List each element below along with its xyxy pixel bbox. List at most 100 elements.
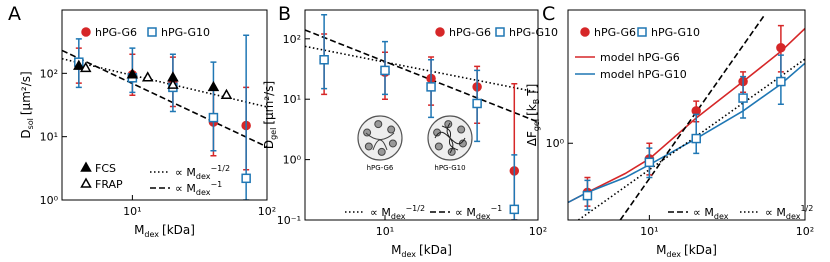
y-tick-label: 10⁰ [546, 137, 565, 150]
x-axis-label-part: M [391, 243, 401, 257]
point [208, 112, 219, 123]
x-axis-label-part: dex [401, 250, 416, 259]
legend-label-part: ∝ M [175, 166, 196, 179]
legend-label: model hPG-G10 [600, 68, 687, 81]
inset-strand [434, 122, 466, 154]
x-tick-label: 10² [796, 225, 814, 238]
inset-node [434, 142, 443, 151]
legend-label: hPG-G10 [651, 26, 700, 39]
legend-label-part: dex [714, 212, 729, 221]
legend-label: hPG-G6 [594, 26, 636, 39]
legend-label: FCS [95, 162, 116, 175]
y-tick-label: 10¹ [283, 93, 301, 106]
y-tick-label: 10² [40, 67, 58, 80]
point [141, 71, 154, 82]
legend-label-part: ∝ M [765, 206, 786, 219]
y-axis-label-part: T] [525, 84, 539, 97]
point [472, 98, 482, 109]
point [79, 61, 92, 73]
legend-marker [147, 27, 157, 37]
legend-label-part: −1 [210, 180, 222, 189]
error-bar [243, 34, 250, 200]
y-axis-label-part: ΔF [525, 131, 539, 146]
y-axis-label: ΔFgel [kB T] [525, 84, 541, 147]
y-axis-label: Dgel [μm²/s] [262, 81, 278, 149]
point [241, 173, 251, 184]
point [207, 80, 220, 92]
legend-label: model hPG-G6 [600, 51, 680, 64]
legend-label-part: dex [786, 212, 801, 221]
inset-node [363, 128, 372, 137]
point [73, 59, 85, 70]
plot-frame [304, 9, 539, 221]
point [582, 190, 593, 201]
point [426, 82, 436, 92]
point [167, 78, 179, 89]
legend-label-part: −1/2 [210, 164, 230, 173]
legend-label: hPG-G10 [161, 26, 210, 39]
y-axis-label-part: D [19, 129, 33, 138]
legend-label: ∝ Mdex1/2 [765, 204, 813, 221]
legend-label: ∝ Mdex−1/2 [175, 164, 230, 181]
point [126, 68, 139, 79]
trend-line [305, 45, 538, 94]
inset-node [377, 147, 386, 156]
y-axis-label-part: sol [26, 118, 35, 129]
legend-label-part: ∝ M [455, 206, 476, 219]
point [220, 88, 233, 100]
x-tick-label: 10¹ [640, 225, 658, 238]
legend-marker [81, 27, 91, 37]
legend-label-part: −1 [490, 204, 502, 213]
point [776, 76, 786, 87]
legend-label: ∝ Mdex−1/2 [370, 204, 425, 221]
x-tick-label: 10¹ [376, 225, 394, 238]
point [509, 204, 520, 215]
point [380, 65, 390, 76]
inset-label: hPG-G6 [367, 164, 394, 172]
y-tick-label: 10⁻¹ [277, 214, 301, 227]
y-axis-label-part: [k [525, 104, 539, 116]
y-tick-label: 10⁰ [283, 154, 302, 167]
inset-node [387, 125, 396, 134]
x-axis-label-part: M [134, 223, 144, 237]
legend-label-part: ∝ M [693, 206, 714, 219]
point [738, 93, 748, 103]
legend-label-part: ∝ M [175, 182, 196, 195]
plot-frame [61, 9, 268, 201]
point [776, 43, 786, 53]
panel-label: A [8, 3, 21, 25]
legend-label-part: 1/2 [800, 204, 813, 213]
inset-node [444, 120, 453, 129]
x-tick-label: 10² [258, 205, 276, 218]
legend-marker [495, 27, 505, 37]
x-axis-label-part: dex [144, 230, 159, 239]
x-axis-label-part: [kDa] [684, 243, 717, 257]
legend-marker [80, 177, 92, 188]
legend-label-part: ∝ M [370, 206, 391, 219]
legend-label-part: dex [196, 172, 211, 181]
legend-label: hPG-G6 [449, 26, 491, 39]
inset-node [457, 125, 466, 134]
legend-marker [435, 27, 445, 37]
panel-label: B [278, 3, 291, 25]
x-tick-label: 10² [529, 225, 547, 238]
legend-label: hPG-G10 [509, 26, 558, 39]
inset-node [447, 147, 456, 156]
error-bar [210, 61, 217, 152]
legend-label-part: −1/2 [405, 204, 425, 213]
point [319, 55, 329, 65]
y-tick-label: 10¹ [40, 131, 58, 144]
plot-frame [567, 9, 806, 221]
legend-marker [580, 27, 590, 37]
legend-marker [637, 27, 647, 37]
y-axis-label-part: B [532, 99, 541, 105]
legend-label-part: dex [476, 212, 491, 221]
trend-line [62, 49, 267, 148]
point [644, 157, 655, 168]
point [691, 133, 701, 144]
y-axis-label-part: D [262, 140, 276, 149]
trend-line [568, 62, 805, 204]
x-axis-label-part: [kDa] [419, 243, 452, 257]
trend-line [619, 14, 766, 220]
